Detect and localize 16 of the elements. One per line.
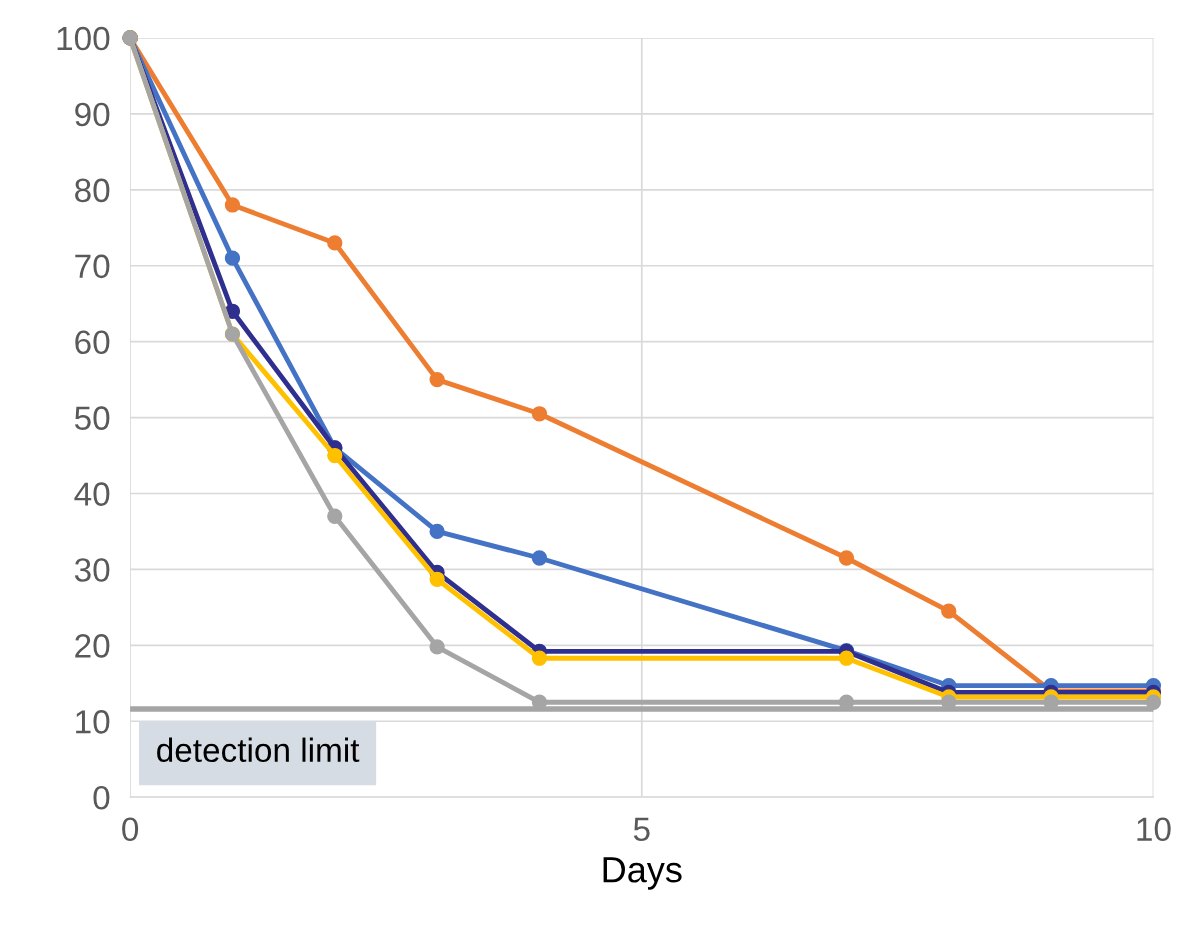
x-axis-title: Days xyxy=(603,857,682,890)
y-tick-label: 60 xyxy=(75,330,110,355)
ref-line-label: detection limit xyxy=(157,737,360,763)
y-tick-label: 0 xyxy=(93,785,110,810)
x-tick-label: 10 xyxy=(1137,817,1171,842)
y-tick-label: 10 xyxy=(76,710,110,734)
y-tick-label: 80 xyxy=(75,178,110,203)
y-tick-label: 90 xyxy=(75,102,110,127)
y-tick-label: 100 xyxy=(57,26,110,51)
x-tick-label: 0 xyxy=(122,817,139,842)
y-tick-label: 40 xyxy=(74,482,110,506)
y-tick-label: 20 xyxy=(75,634,110,658)
y-tick-label: 50 xyxy=(74,406,110,430)
x-tick-label: 5 xyxy=(633,817,650,842)
y-tick-label: 70 xyxy=(75,254,110,279)
y-tick-label: 30 xyxy=(74,558,110,582)
